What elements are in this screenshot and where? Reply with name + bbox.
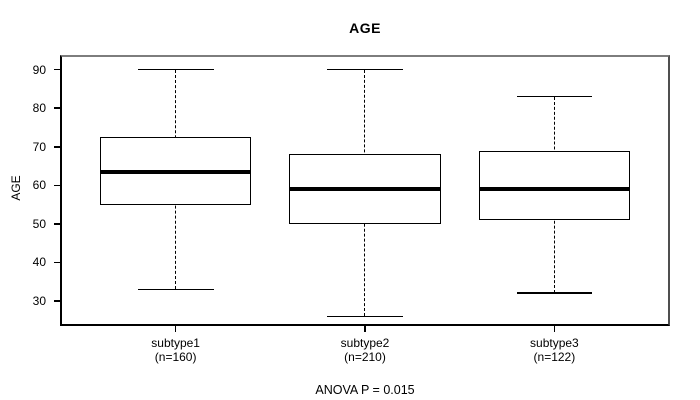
median-line xyxy=(289,187,441,192)
y-axis-tick xyxy=(54,107,62,109)
y-axis-tick xyxy=(54,223,62,225)
whisker-cap xyxy=(516,95,593,98)
box xyxy=(478,150,631,220)
x-axis-tick xyxy=(364,324,366,332)
group-count: (n=122) xyxy=(533,349,576,364)
median-line xyxy=(478,187,631,192)
x-axis-tick xyxy=(553,324,556,332)
group-name: subtype1 xyxy=(151,336,200,350)
y-axis-tick xyxy=(54,261,62,264)
x-label-group-2: subtype3 (n=122) xyxy=(530,336,579,364)
y-axis-tick xyxy=(54,68,62,71)
x-axis-tick xyxy=(174,324,177,332)
whisker-cap xyxy=(327,315,403,318)
y-axis-tick-label: 60 xyxy=(32,178,46,193)
median-line xyxy=(99,169,252,174)
group-count: (n=210) xyxy=(344,349,386,364)
y-axis-tick-label: 80 xyxy=(32,101,46,116)
y-axis-tick-label: 30 xyxy=(32,293,46,308)
y-axis-tick-label: 70 xyxy=(32,139,46,154)
y-axis-tick xyxy=(54,184,62,187)
y-axis-tick-label: 50 xyxy=(32,216,46,231)
whisker-cap xyxy=(327,68,403,71)
group-count: (n=160) xyxy=(154,349,197,364)
whisker-cap xyxy=(137,288,214,291)
y-axis-tick-label: 40 xyxy=(32,255,46,270)
whisker-cap xyxy=(137,68,214,71)
group-name: subtype2 xyxy=(340,336,390,350)
anova-footnote: ANOVA P = 0.015 xyxy=(315,383,415,397)
group-name: subtype3 xyxy=(530,336,579,350)
whisker-cap xyxy=(516,292,593,294)
y-axis-tick-label: 90 xyxy=(32,62,46,77)
y-axis-tick xyxy=(54,300,62,302)
x-label-group-1: subtype2 (n=210) xyxy=(340,336,390,364)
plot-area xyxy=(60,55,670,326)
y-axis-tick xyxy=(54,146,62,148)
chart-title: AGE xyxy=(349,20,381,36)
x-label-group-0: subtype1 (n=160) xyxy=(151,336,200,364)
